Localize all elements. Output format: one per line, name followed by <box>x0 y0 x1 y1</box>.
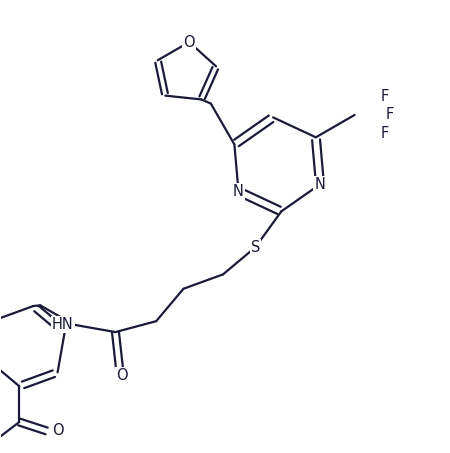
Text: O: O <box>52 424 63 439</box>
Text: N: N <box>233 184 244 199</box>
Text: N: N <box>315 177 325 192</box>
Text: O: O <box>116 368 128 383</box>
Text: F: F <box>385 107 394 122</box>
Text: F: F <box>380 126 389 141</box>
Text: S: S <box>251 240 260 255</box>
Text: O: O <box>183 34 195 50</box>
Text: HN: HN <box>52 317 74 332</box>
Text: F: F <box>380 89 389 104</box>
